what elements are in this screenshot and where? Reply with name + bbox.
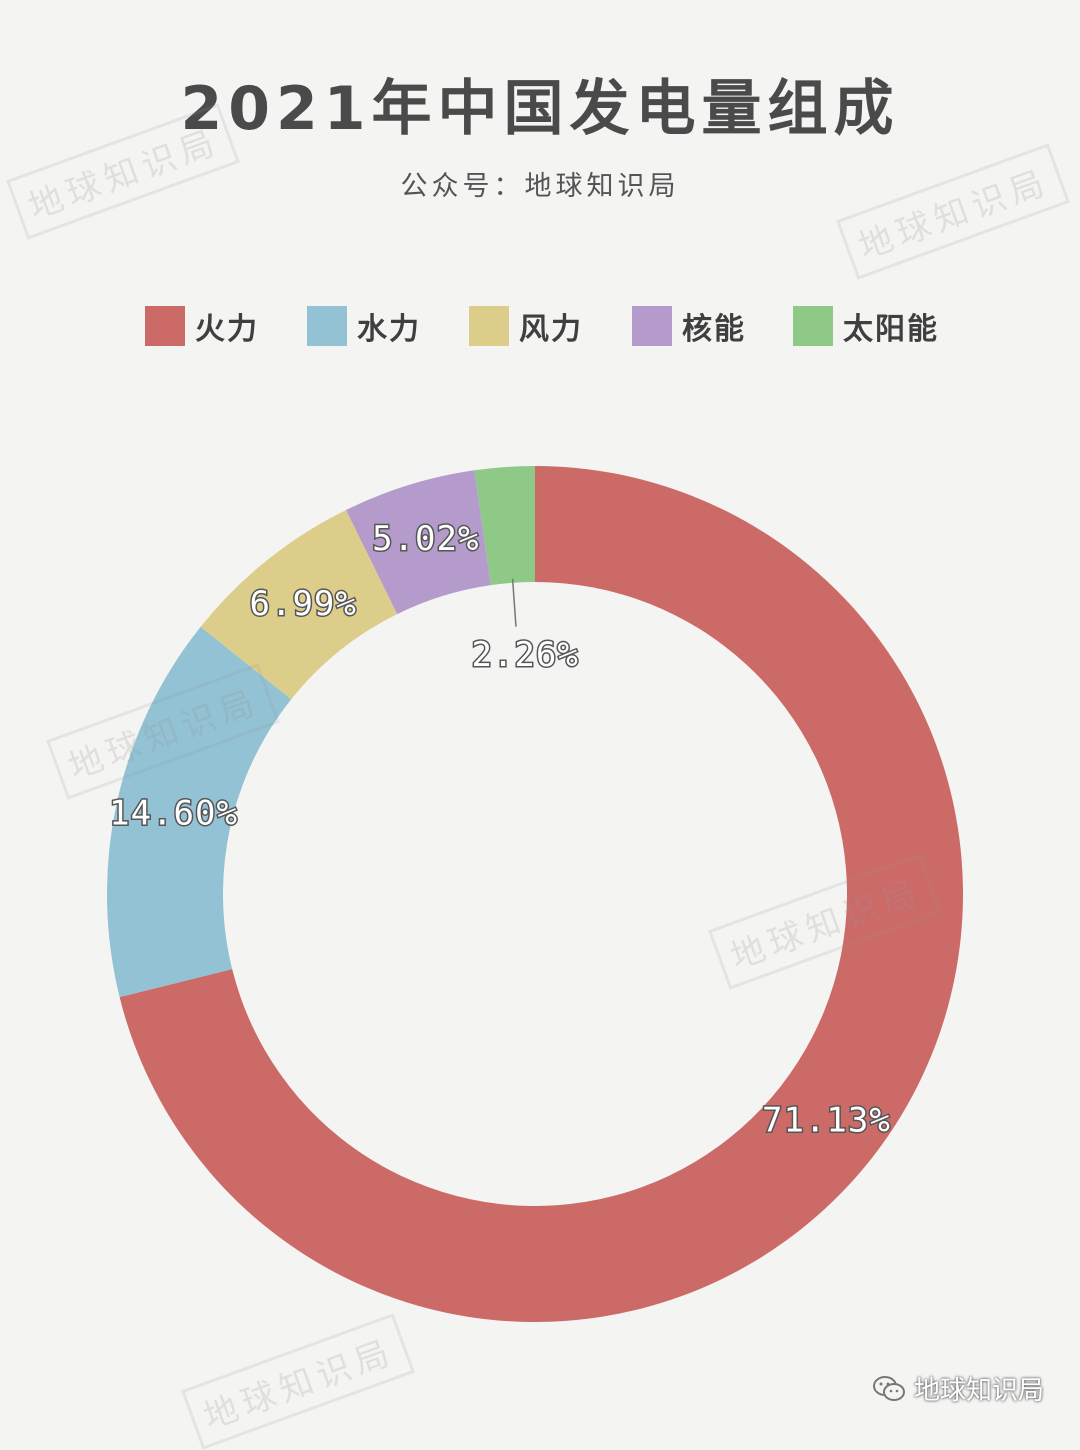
data-label-solar: 2.26% [471, 635, 578, 675]
legend-label-wind: 风力 [519, 312, 583, 347]
footer-brand: 地球知识局 [872, 1370, 1044, 1407]
legend-item-thermal: 火力 [145, 304, 259, 348]
slice-solar [474, 466, 535, 586]
data-labels: 71.13% 14.60% 6.99% 5.02% 2.26% [108, 517, 892, 1141]
legend-swatch-wind [469, 306, 509, 346]
chart-subtitle: 公众号：地球知识局 [400, 171, 680, 202]
legend-item-nuclear: 核能 [632, 304, 746, 348]
slice-wind [200, 509, 398, 700]
leader-line-solar [511, 578, 517, 627]
legend-swatch-solar [793, 306, 833, 346]
slice-nuclear [345, 470, 491, 615]
legend-label-hydro: 水力 [357, 312, 421, 347]
legend-item-hydro: 水力 [307, 304, 421, 348]
legend-item-solar: 太阳能 [793, 304, 939, 348]
footer-brand-text: 地球知识局 [913, 1376, 1044, 1406]
slice-hydro [107, 626, 292, 998]
legend-swatch-nuclear [632, 306, 672, 346]
data-label-thermal: 71.13% [762, 1100, 891, 1140]
legend-swatch-hydro [307, 306, 347, 346]
legend-item-wind: 风力 [469, 304, 583, 348]
data-label-wind: 6.99% [250, 584, 357, 624]
legend-label-nuclear: 核能 [682, 312, 746, 347]
leader-lines [511, 578, 517, 627]
data-label-nuclear: 5.02% [372, 519, 479, 559]
legend-swatch-thermal [145, 306, 185, 346]
donut-slices [107, 466, 964, 1322]
legend-label-solar: 太阳能 [843, 312, 939, 347]
data-label-hydro: 14.60% [109, 793, 238, 833]
wechat-icon [872, 1375, 905, 1401]
legend: 火力 水力 风力 核能 太阳能 [0, 304, 1080, 348]
chart-title: 2021年中国发电量组成 [180, 74, 900, 144]
legend-label-thermal: 火力 [195, 312, 259, 347]
